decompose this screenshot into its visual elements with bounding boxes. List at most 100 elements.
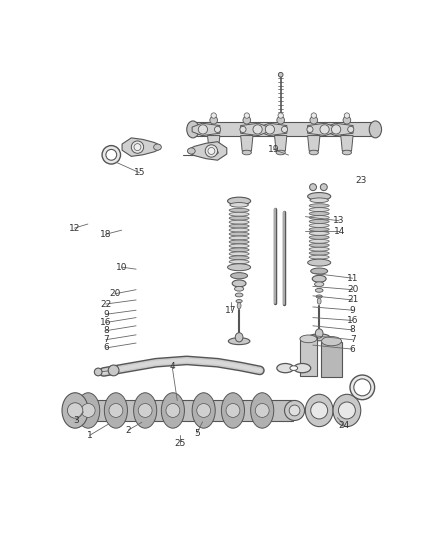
Ellipse shape (307, 192, 331, 200)
Ellipse shape (309, 215, 329, 220)
Text: 20: 20 (109, 289, 120, 298)
Ellipse shape (228, 197, 251, 205)
Ellipse shape (310, 198, 328, 203)
Ellipse shape (229, 232, 249, 236)
FancyBboxPatch shape (321, 342, 342, 377)
Text: 17: 17 (225, 306, 236, 314)
Ellipse shape (290, 366, 298, 370)
Ellipse shape (134, 144, 141, 151)
Ellipse shape (242, 150, 251, 155)
FancyBboxPatch shape (300, 337, 317, 376)
Ellipse shape (320, 184, 327, 191)
Ellipse shape (315, 329, 323, 338)
Ellipse shape (309, 236, 329, 239)
Ellipse shape (229, 248, 249, 252)
Ellipse shape (229, 208, 249, 212)
Text: 15: 15 (134, 168, 145, 177)
Ellipse shape (279, 72, 283, 77)
Polygon shape (325, 123, 353, 135)
Ellipse shape (253, 125, 262, 134)
Ellipse shape (138, 403, 152, 417)
Ellipse shape (134, 393, 157, 428)
Ellipse shape (320, 125, 329, 134)
Polygon shape (122, 138, 161, 156)
Ellipse shape (309, 247, 329, 251)
Ellipse shape (67, 403, 83, 418)
Text: 9: 9 (103, 310, 109, 319)
Ellipse shape (197, 403, 211, 417)
Ellipse shape (230, 203, 248, 207)
Ellipse shape (343, 116, 351, 124)
Text: 7: 7 (350, 335, 356, 344)
Ellipse shape (311, 402, 328, 419)
Text: 6: 6 (103, 343, 109, 352)
Ellipse shape (104, 393, 127, 428)
Ellipse shape (308, 334, 330, 341)
Ellipse shape (108, 365, 119, 376)
Text: 3: 3 (73, 416, 79, 425)
Ellipse shape (277, 364, 294, 373)
Ellipse shape (309, 239, 329, 243)
Ellipse shape (109, 403, 123, 417)
Ellipse shape (300, 335, 317, 343)
Ellipse shape (229, 252, 249, 256)
Ellipse shape (278, 113, 283, 118)
Text: 12: 12 (69, 224, 80, 232)
Ellipse shape (229, 224, 249, 228)
Polygon shape (240, 135, 253, 151)
Ellipse shape (309, 244, 329, 247)
Ellipse shape (229, 212, 249, 216)
Polygon shape (307, 123, 336, 135)
Ellipse shape (221, 393, 244, 428)
Ellipse shape (307, 259, 331, 266)
Text: 8: 8 (103, 326, 109, 335)
Ellipse shape (348, 126, 354, 133)
Ellipse shape (235, 293, 243, 297)
Ellipse shape (321, 336, 342, 346)
Polygon shape (208, 135, 220, 151)
Ellipse shape (289, 405, 300, 416)
Ellipse shape (198, 125, 208, 134)
Ellipse shape (187, 121, 199, 138)
Ellipse shape (369, 121, 381, 138)
Ellipse shape (255, 403, 269, 417)
Ellipse shape (309, 220, 329, 223)
Ellipse shape (229, 228, 249, 232)
Text: 16: 16 (100, 318, 112, 327)
Ellipse shape (265, 125, 275, 134)
Ellipse shape (342, 150, 352, 155)
Ellipse shape (333, 394, 361, 426)
Ellipse shape (161, 393, 184, 428)
Ellipse shape (339, 402, 355, 419)
Ellipse shape (350, 375, 374, 400)
Ellipse shape (309, 208, 329, 212)
Ellipse shape (237, 303, 241, 309)
Ellipse shape (62, 393, 88, 428)
Text: 21: 21 (347, 295, 358, 304)
Polygon shape (259, 123, 287, 135)
FancyBboxPatch shape (73, 400, 293, 421)
Ellipse shape (229, 220, 249, 224)
Ellipse shape (311, 113, 317, 118)
Polygon shape (192, 123, 220, 135)
Ellipse shape (229, 244, 249, 248)
Polygon shape (188, 142, 227, 160)
Ellipse shape (314, 282, 324, 287)
Ellipse shape (317, 298, 321, 304)
Polygon shape (275, 135, 287, 151)
Ellipse shape (277, 116, 285, 124)
Ellipse shape (215, 126, 221, 133)
Ellipse shape (315, 288, 323, 292)
Ellipse shape (236, 300, 242, 303)
Ellipse shape (234, 287, 244, 291)
Ellipse shape (192, 393, 215, 428)
Ellipse shape (210, 116, 218, 124)
Text: 1: 1 (87, 431, 92, 440)
Ellipse shape (166, 403, 180, 417)
Ellipse shape (310, 116, 318, 124)
Ellipse shape (231, 273, 247, 279)
Text: 11: 11 (347, 273, 358, 282)
Ellipse shape (285, 400, 304, 421)
Polygon shape (307, 135, 320, 151)
Text: 25: 25 (174, 439, 186, 448)
